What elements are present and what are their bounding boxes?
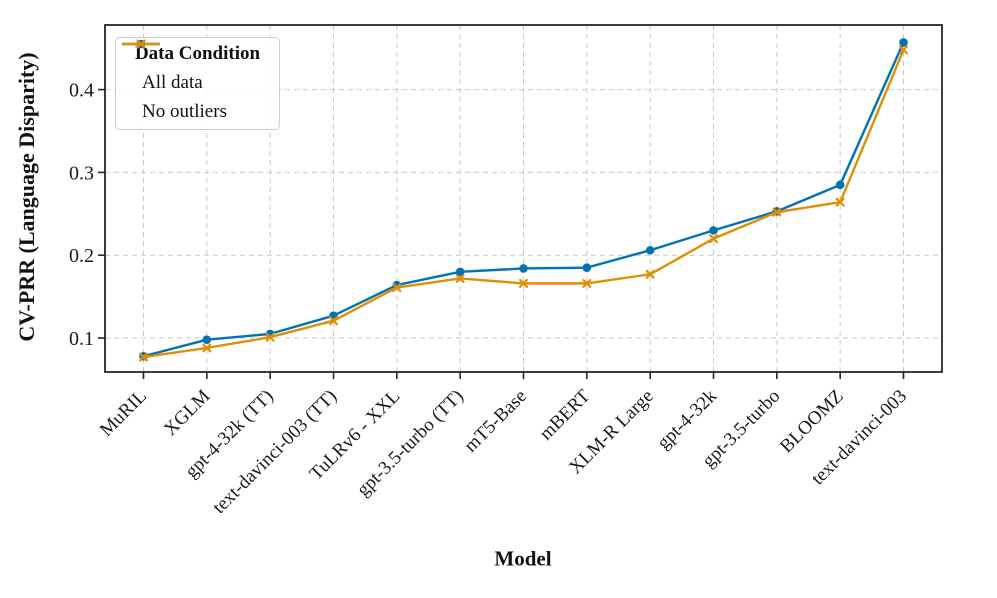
data-point-circle: [582, 263, 592, 272]
data-point-circle: [455, 267, 465, 277]
legend-item-all-data: All data: [122, 39, 271, 97]
data-point-x: [139, 352, 148, 362]
x-marker-line-icon: [122, 39, 160, 49]
y-axis-label: CV-PRR (Language Disparity): [14, 52, 39, 342]
x-marker-icon: [136, 39, 146, 49]
y-tick-label: 0.4: [69, 80, 94, 102]
data-point-x: [329, 316, 338, 326]
data-point-x: [835, 197, 845, 207]
data-point-circle: [519, 264, 528, 273]
legend-title: Data Condition: [134, 43, 261, 64]
data-point-circle: [899, 38, 908, 47]
data-point-x: [455, 273, 465, 283]
data-point-x: [392, 283, 402, 293]
x-tick-label: XGLM: [160, 386, 214, 440]
x-tick-label: mT5-Base: [460, 386, 531, 457]
data-point-x: [519, 278, 528, 288]
data-point-x: [772, 207, 782, 217]
data-point-x: [582, 278, 592, 288]
legend-item-no-outliers: No outliers: [122, 39, 271, 126]
legend-item-label: No outliers: [142, 100, 227, 122]
data-point-circle: [709, 226, 718, 235]
data-point-x: [202, 343, 212, 353]
y-tick-label: 0.3: [69, 162, 94, 184]
data-point-circle: [202, 335, 212, 345]
x-axis-label: Model: [494, 546, 552, 571]
y-tick-label: 0.2: [69, 245, 94, 267]
y-tick-label: 0.1: [69, 328, 94, 350]
data-point-circle: [645, 245, 655, 255]
x-tick-label: mBERT: [536, 385, 595, 444]
legend-item-label: All data: [142, 71, 203, 93]
x-tick-label: text-davinci-003 (TT): [209, 386, 341, 518]
data-point-x: [709, 234, 718, 244]
data-point-x: [265, 332, 275, 342]
legend: Data Condition All data No outliers: [115, 37, 280, 130]
data-point-x: [645, 269, 655, 279]
x-tick-label: gpt-3.5-turbo (TT): [353, 386, 468, 501]
data-point-x: [899, 45, 908, 55]
data-point-circle: [835, 180, 845, 190]
x-tick-label: MuRIL: [96, 386, 151, 441]
